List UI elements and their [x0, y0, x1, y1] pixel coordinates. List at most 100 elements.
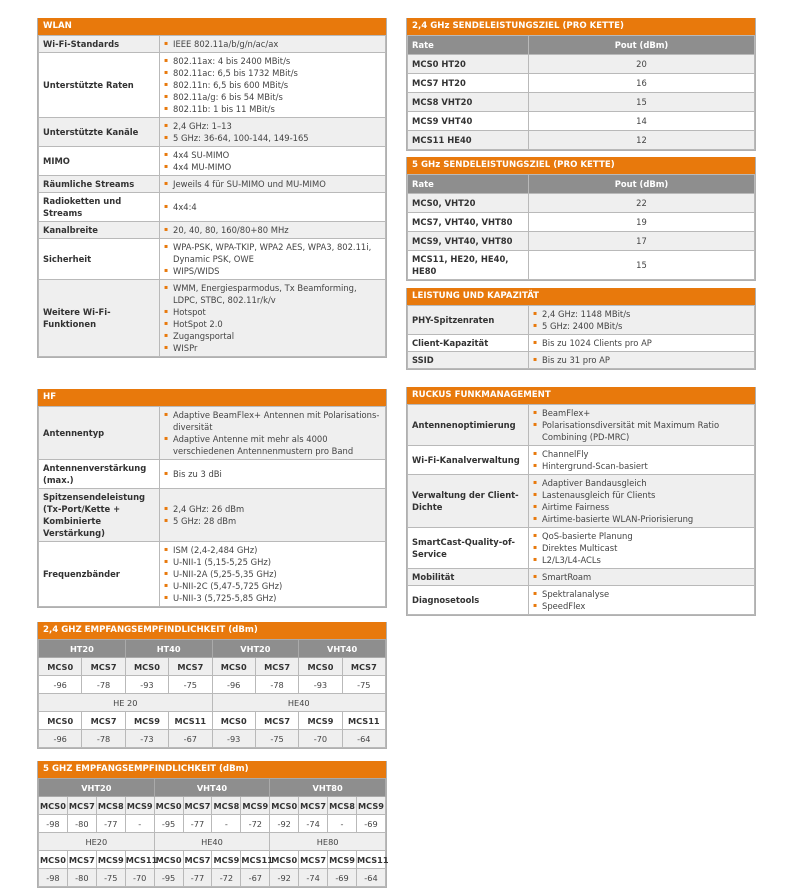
spec-item: BeamFlex+ — [533, 407, 750, 419]
spec-item: 5 GHz: 36-64, 100-144, 149-165 — [164, 132, 381, 144]
spec-item: Zugangsportal — [164, 330, 381, 342]
mcs-header: MCS7 — [66, 796, 97, 815]
spec-row: Wi-Fi-Standards IEEE 802.11a/b/g/n/ac/ax — [38, 35, 386, 53]
spec-label: Frequenzbänder — [38, 541, 160, 607]
spec-row: Weitere Wi-Fi-FunktionenWMM, Energiespar… — [38, 279, 386, 357]
spec-label: MIMO — [38, 146, 160, 176]
sens-value: -95 — [153, 868, 184, 887]
sens-value: -69 — [355, 814, 387, 833]
spec-item: Hintergrund-Scan-basiert — [533, 460, 750, 472]
spec-row: Unterstützte Kanäle2,4 GHz: 1–135 GHz: 3… — [38, 117, 386, 147]
mcs-header: MCS11 — [240, 850, 273, 869]
mcs-header: MCS9 — [124, 796, 155, 815]
mcs-header: MCS9 — [355, 796, 387, 815]
spec-item: Lastenausgleich für Clients — [533, 489, 750, 501]
sens-value: -70 — [124, 868, 155, 887]
mcs-header: MCS0 — [37, 711, 83, 730]
mcs-header: MCS7 — [182, 850, 213, 869]
spec-item: 802.11b: 1 bis 11 MBit/s — [164, 103, 381, 115]
pout-value: 14 — [528, 111, 755, 131]
spec-label: SSID — [407, 351, 529, 369]
mcs-header: MCS7 — [341, 657, 387, 676]
sens-value: -77 — [95, 814, 126, 833]
spec-value: BeamFlex+Polarisationsdiversität mit Max… — [528, 404, 755, 446]
sens-value: -74 — [298, 868, 329, 887]
sens-value: -78 — [81, 729, 126, 748]
spec-item: 2,4 GHz: 26 dBm — [164, 503, 381, 515]
rate: MCS11, HE20, HE40, HE80 — [407, 250, 529, 280]
spec-item: 802.11ax: 4 bis 2400 MBit/s — [164, 55, 381, 67]
pout-row: MCS9 VHT40 14 — [407, 111, 755, 131]
section-title: 5 GHZ EMPFANGSEMPFINDLICHKEIT (dBm) — [38, 761, 386, 778]
spec-label: Verwaltung der Client-Dichte — [407, 474, 529, 528]
mode-group-row: HE 20 HE40 — [38, 693, 386, 712]
sensitivity-table: HT20 HT40 VHT20 VHT40 MCS0 MCS7 MCS0 MCS7 MCS0 MC… — [37, 639, 387, 748]
spec-label: Mobilität — [407, 568, 529, 586]
spec-row: SSID Bis zu 31 pro AP — [407, 351, 755, 369]
mcs-header: MCS9 — [124, 711, 170, 730]
spec-item: Adaptive BeamFlex+ Antennen mit Polarisa… — [164, 409, 381, 433]
pout-row: MCS0, VHT20 22 — [407, 193, 755, 213]
section-title: 2,4 GHz SENDELEISTUNGSZIEL (PRO KETTE) — [407, 18, 755, 35]
sens-value: -75 — [168, 675, 213, 694]
spec-value: QoS-basierte PlanungDirektes MulticastL2… — [528, 527, 755, 569]
spec-value: IEEE 802.11a/b/g/n/ac/ax — [159, 35, 386, 53]
mcs-header: MCS0 — [37, 657, 83, 676]
mcs-header: MCS8 — [95, 796, 126, 815]
sensitivity-table: VHT20 VHT40 VHT80 MCS0 MCS7 MCS8 MCS9 MCS0 MCS7 M… — [38, 778, 389, 887]
spec-item: Polarisationsdiversität mit Maximum Rati… — [533, 419, 750, 443]
mode-group: HE40 — [153, 832, 271, 851]
spec-item: WMM, Energiesparmodus, Tx Beamforming, L… — [164, 282, 381, 306]
spec-label: Radioketten und Streams — [38, 192, 160, 222]
spec-label: SmartCast-Quality-of-Service — [407, 527, 529, 569]
spec-item: U-NII-1 (5,15-5,25 GHz) — [164, 556, 381, 568]
spec-item: Adaptiver Bandausgleich — [533, 477, 750, 489]
spec-row: Spitzensendeleistung (Tx-Port/Kette + Ko… — [38, 488, 386, 542]
sens-value: -75 — [254, 729, 300, 748]
spec-value: 802.11ax: 4 bis 2400 MBit/s802.11ac: 6,5… — [159, 52, 386, 118]
rate: MCS0, VHT20 — [407, 193, 529, 213]
sens-24-section: 2,4 GHZ EMPFANGSEMPFINDLICHKEIT (dBm) HT2… — [37, 622, 387, 749]
mcs-header: MCS7 — [254, 711, 300, 730]
sens-value: -95 — [153, 814, 184, 833]
spec-row: Wi-Fi-KanalverwaltungChannelFlyHintergru… — [407, 445, 755, 475]
spec-label: Diagnosetools — [407, 585, 529, 615]
spec-value: Bis zu 31 pro AP — [528, 351, 755, 369]
pout-row: MCS0 HT20 20 — [407, 54, 755, 74]
pout-row: MCS7, VHT40, VHT80 19 — [407, 212, 755, 232]
mcs-header-row: MCS0 MCS7 MCS0 MCS7 MCS0 MCS7 MCS0 MCS7 — [37, 657, 387, 676]
spec-label: Wi-Fi-Kanalverwaltung — [407, 445, 529, 475]
spec-value: Adaptiver BandausgleichLastenausgleich f… — [528, 474, 755, 528]
spec-item: 4x4 MU-MIMO — [164, 161, 381, 173]
sens-value: -69 — [327, 868, 357, 887]
col-rate: Rate — [407, 174, 529, 194]
mcs-header: MCS9 — [327, 850, 357, 869]
hf-section: HFAntennentypAdaptive BeamFlex+ Antennen… — [37, 389, 387, 608]
mcs-header-row: MCS0 MCS7 MCS9 MCS11 MCS0 MCS7 MCS9 MCS11 — [37, 711, 387, 730]
sens-value: -72 — [211, 868, 242, 887]
mcs-header: MCS0 — [269, 796, 300, 815]
spec-row: Radioketten und Streams 4x4:4 — [38, 192, 386, 222]
spec-item: Bis zu 1024 Clients pro AP — [533, 337, 750, 349]
pout-row: MCS9, VHT40, VHT80 17 — [407, 231, 755, 251]
sens-value: -78 — [254, 675, 300, 694]
sens-value: -75 — [95, 868, 126, 887]
sens-value: -77 — [182, 814, 213, 833]
spec-value: Adaptive BeamFlex+ Antennen mit Polarisa… — [159, 406, 386, 460]
spec-label: Spitzensendeleistung (Tx-Port/Kette + Ko… — [38, 488, 160, 542]
pout-row: MCS8 VHT20 15 — [407, 92, 755, 112]
spec-row: AntennenoptimierungBeamFlex+Polarisation… — [407, 404, 755, 446]
spec-item: L2/L3/L4-ACLs — [533, 554, 750, 566]
section-title: 5 GHz SENDELEISTUNGSZIEL (PRO KETTE) — [407, 157, 755, 174]
spec-item: 4x4:4 — [164, 201, 381, 213]
spec-row: Verwaltung der Client-DichteAdaptiver Ba… — [407, 474, 755, 528]
spec-row: Räumliche Streams Jeweils 4 für SU-MIMO u… — [38, 175, 386, 193]
mcs-header: MCS0 — [211, 657, 256, 676]
spec-table: PHY-Spitzenraten2,4 GHz: 1148 MBit/s5 GH… — [407, 305, 755, 369]
pout-row: MCS11, HE20, HE40, HE80 15 — [407, 250, 755, 280]
sens-value: -72 — [240, 814, 271, 833]
spec-value: WMM, Energiesparmodus, Tx Beamforming, L… — [159, 279, 386, 357]
spec-row: SicherheitWPA-PSK, WPA-TKIP, WPA2 AES, W… — [38, 238, 386, 280]
pout-5-section: 5 GHz SENDELEISTUNGSZIEL (PRO KETTE) Rate… — [406, 157, 756, 281]
spec-label: Client-Kapazität — [407, 334, 529, 352]
